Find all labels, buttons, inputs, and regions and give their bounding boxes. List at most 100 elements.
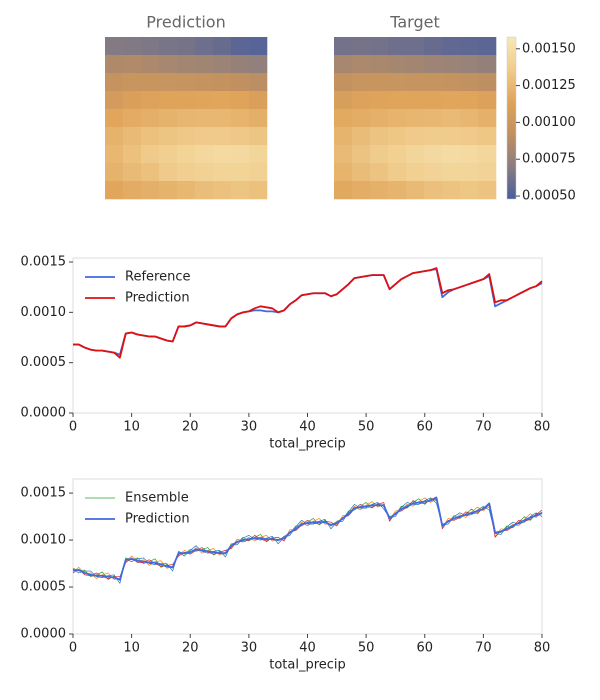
- y-tick-label: 0.0005: [21, 355, 67, 370]
- heatmap-cell: [249, 163, 268, 182]
- heatmap-cell: [406, 91, 425, 110]
- heatmap-cell: [141, 55, 160, 74]
- heatmap-cell: [141, 181, 160, 200]
- heatmap-cell: [370, 37, 389, 56]
- series-line: [73, 496, 543, 581]
- heatmap-cell: [213, 73, 232, 92]
- x-tick-label: 50: [358, 641, 375, 656]
- heatmap-cell: [195, 163, 214, 182]
- heatmap-cell: [442, 127, 461, 146]
- heatmap-cell: [352, 91, 371, 110]
- heatmap-cell: [123, 73, 142, 92]
- heatmap-cell: [249, 181, 268, 200]
- heatmap-cell: [213, 91, 232, 110]
- heatmap-cell: [177, 109, 196, 128]
- heatmap-cell: [231, 163, 250, 182]
- heatmap-cell: [406, 109, 425, 128]
- heatmap-cell: [195, 127, 214, 146]
- legend-label: Ensemble: [125, 491, 189, 506]
- heatmap-cell: [334, 127, 353, 146]
- heatmap-cell: [177, 181, 196, 200]
- heatmap-cell: [370, 181, 389, 200]
- x-tick-label: 0: [69, 641, 77, 656]
- heatmap-cell: [388, 163, 407, 182]
- heatmap-cell: [105, 109, 124, 128]
- x-tick-label: 10: [123, 420, 140, 435]
- heatmap-cell: [123, 55, 142, 74]
- heatmap-cell: [388, 127, 407, 146]
- y-tick-label: 0.0010: [21, 533, 67, 548]
- heatmap-cell: [442, 55, 461, 74]
- legend-label: Prediction: [125, 291, 190, 306]
- heatmap-cell: [123, 109, 142, 128]
- ensemble-line: [72, 496, 543, 579]
- heatmap-cell: [424, 181, 443, 200]
- y-tick-label: 0.0015: [21, 255, 67, 270]
- heatmap-cell: [442, 73, 461, 92]
- heatmap-cell: [105, 55, 124, 74]
- x-tick-label: 30: [241, 641, 258, 656]
- x-tick-label: 70: [475, 641, 492, 656]
- x-tick-label: 50: [358, 420, 375, 435]
- colorbar-tick-label: 0.00075: [522, 152, 576, 167]
- x-tick-label: 60: [416, 420, 433, 435]
- heatmap-cell: [370, 109, 389, 128]
- heatmap-cell: [424, 91, 443, 110]
- heatmap-cell: [460, 73, 479, 92]
- heatmap-cell: [177, 145, 196, 164]
- heatmap-cell: [213, 55, 232, 74]
- heatmap-cell: [159, 181, 178, 200]
- heatmap-cell: [159, 145, 178, 164]
- heatmap-cell: [406, 37, 425, 56]
- heatmap-cell: [249, 91, 268, 110]
- heatmap-cell: [334, 37, 353, 56]
- x-tick-label: 20: [182, 420, 199, 435]
- heatmap-cell: [334, 55, 353, 74]
- x-tick-label: 70: [475, 420, 492, 435]
- heatmap-cell: [424, 163, 443, 182]
- heatmap-cell: [352, 163, 371, 182]
- heatmap-cell: [105, 73, 124, 92]
- heatmap-cell: [352, 73, 371, 92]
- heatmap-cell: [442, 145, 461, 164]
- colorbar-tick-label: 0.00050: [522, 189, 576, 204]
- legend-label: Prediction: [125, 512, 190, 527]
- heatmap-cell: [159, 109, 178, 128]
- heatmap-cell: [141, 145, 160, 164]
- heatmap-cell: [424, 127, 443, 146]
- heatmap-cell: [370, 73, 389, 92]
- heatmap-cell: [334, 163, 353, 182]
- heatmap-cell: [141, 37, 160, 56]
- heatmap-cell: [195, 73, 214, 92]
- y-tick-label: 0.0000: [21, 627, 67, 642]
- x-tick-label: 80: [534, 420, 551, 435]
- heatmap-cell: [406, 181, 425, 200]
- heatmap-cell: [123, 145, 142, 164]
- heatmap-cell: [105, 91, 124, 110]
- x-tick-label: 20: [182, 641, 199, 656]
- heatmap-cell: [159, 37, 178, 56]
- heatmap-cell: [442, 37, 461, 56]
- y-tick-label: 0.0015: [21, 486, 67, 501]
- heatmap-cell: [388, 37, 407, 56]
- heatmap-title: Target: [389, 13, 440, 32]
- heatmap-title: Prediction: [146, 13, 225, 32]
- series-line: [73, 267, 543, 359]
- heatmap-cell: [388, 109, 407, 128]
- heatmap-cell: [177, 127, 196, 146]
- heatmap-cell: [460, 127, 479, 146]
- heatmap-cell: [424, 109, 443, 128]
- heatmap-cell: [105, 181, 124, 200]
- heatmap-cell: [177, 163, 196, 182]
- heatmap-cell: [231, 37, 250, 56]
- heatmap-cell: [249, 127, 268, 146]
- heatmap-cell: [249, 37, 268, 56]
- heatmap-cell: [249, 145, 268, 164]
- heatmap-cell: [388, 73, 407, 92]
- heatmap-cell: [424, 73, 443, 92]
- heatmap-cell: [406, 163, 425, 182]
- heatmap-cell: [478, 37, 497, 56]
- heatmap-cell: [195, 145, 214, 164]
- heatmap-cell: [195, 109, 214, 128]
